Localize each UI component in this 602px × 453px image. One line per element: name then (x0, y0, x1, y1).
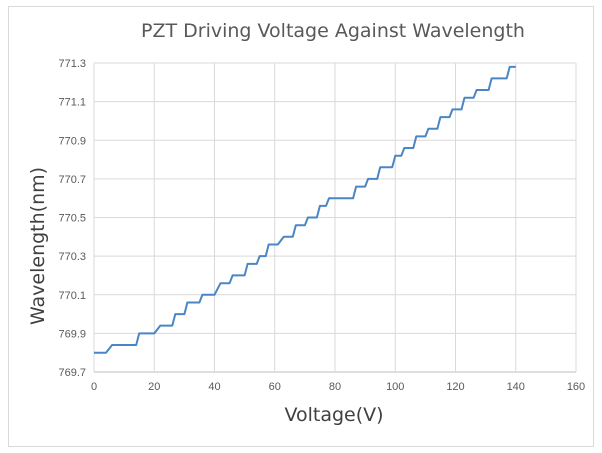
y-tick-label: 771.3 (58, 58, 86, 70)
series-line (94, 65, 516, 354)
x-tick-label: 40 (208, 381, 220, 393)
y-tick-label: 769.9 (58, 328, 86, 340)
y-tick-label: 770.7 (58, 174, 86, 186)
x-tick-label: 20 (148, 381, 160, 393)
x-tick-label: 80 (329, 381, 341, 393)
chart-frame (8, 6, 594, 447)
x-axis-title: Voltage(V) (284, 404, 383, 426)
x-tick-label: 100 (386, 381, 404, 393)
y-axis-title: Wavelength(nm) (27, 167, 49, 325)
series-layer (94, 65, 516, 354)
y-tick-label: 770.3 (58, 251, 86, 263)
grid-layer (93, 62, 577, 373)
x-tick-label: 140 (507, 381, 525, 393)
y-tick-label: 771.1 (58, 97, 86, 109)
y-tick-label: 770.5 (58, 213, 86, 225)
x-tick-label: 120 (446, 381, 464, 393)
y-tick-label: 769.7 (58, 367, 86, 379)
x-tick-label: 60 (269, 381, 281, 393)
y-tick-labels: 769.7 769.9 770.1 770.3 770.5 770.7 770.9 771.1… (58, 58, 86, 379)
x-tick-labels: 0 20 40 60 80 100 120 140 160 (91, 381, 585, 393)
y-tick-label: 770.9 (58, 135, 86, 147)
x-tick-label: 160 (567, 381, 585, 393)
chart-title: PZT Driving Voltage Against Wavelength (141, 20, 525, 42)
x-tick-label: 0 (91, 381, 97, 393)
y-tick-label: 770.1 (58, 290, 86, 302)
